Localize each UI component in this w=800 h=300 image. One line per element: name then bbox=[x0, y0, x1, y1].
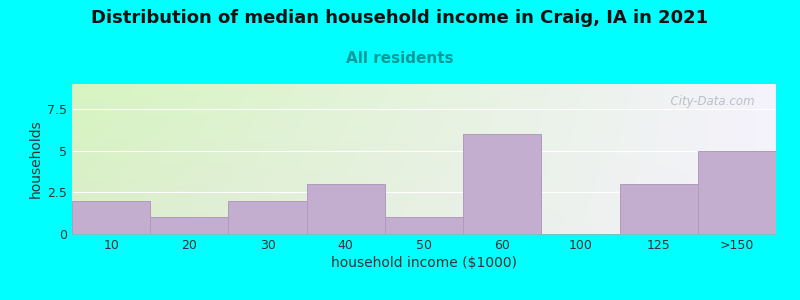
Bar bbox=[72, 201, 150, 234]
Bar bbox=[229, 201, 306, 234]
Text: Distribution of median household income in Craig, IA in 2021: Distribution of median household income … bbox=[91, 9, 709, 27]
Y-axis label: households: households bbox=[29, 120, 43, 198]
Bar bbox=[619, 184, 698, 234]
Bar bbox=[306, 184, 385, 234]
Bar bbox=[463, 134, 542, 234]
Bar bbox=[150, 217, 229, 234]
Bar bbox=[698, 151, 776, 234]
Bar bbox=[385, 217, 463, 234]
Text: All residents: All residents bbox=[346, 51, 454, 66]
Text: City-Data.com: City-Data.com bbox=[663, 94, 755, 107]
X-axis label: household income ($1000): household income ($1000) bbox=[331, 256, 517, 270]
